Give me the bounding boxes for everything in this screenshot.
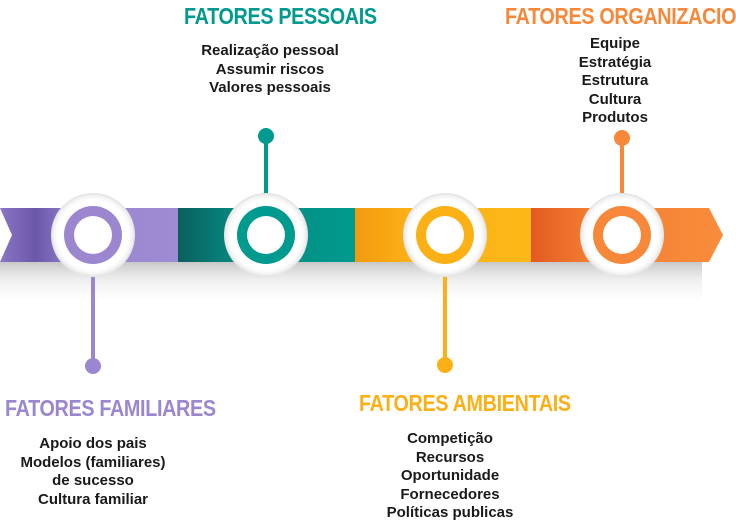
list-item: Fornecedores [400,485,500,503]
list-fatores-ambientais: Competição Recursos Oportunidade Fornece… [358,430,542,523]
list-item: Modelos (familiares) [20,453,166,471]
node-familiares [51,193,135,277]
list-fatores-familiares: Apoio dos pais Modelos (familiares) de s… [2,435,184,509]
list-item: Oportunidade [400,467,500,484]
node-pessoais [224,193,308,277]
list-item: Realização pessoal [201,42,339,59]
connector-dot-ambientais [437,357,453,373]
list-item: Políticas publicas [386,504,514,521]
list-item: Valores pessoais [209,79,331,96]
connector-dot-organizacionais [614,130,630,146]
title-fatores-organizacionais: FATORES ORGANIZACIONAIS [505,3,736,29]
list-item: Apoio dos pais [39,435,147,452]
node-organizacionais [580,193,664,277]
title-fatores-familiares: FATORES FAMILIARES [5,395,216,421]
list-item: Cultura [588,90,642,108]
title-fatores-ambientais: FATORES AMBIENTAIS [359,390,571,416]
list-item: Estratégia [578,53,652,71]
list-item: de sucesso [52,472,134,489]
list-item: Competição [407,430,493,447]
connector-dot-pessoais [258,128,274,144]
list-item: Equipe [589,35,640,52]
connector-dot-familiares [85,358,101,374]
list-item: Estrutura [581,72,649,89]
list-item: Assumir riscos [215,60,325,78]
bar-shadow [0,262,702,308]
title-fatores-pessoais: FATORES PESSOAIS [184,3,377,29]
node-ambientais [403,193,487,277]
list-item: Recursos [415,448,485,466]
list-fatores-pessoais: Realização pessoal Assumir riscos Valore… [170,42,370,98]
list-item: Cultura familiar [37,490,149,508]
list-item: Produtos [582,109,648,126]
list-fatores-organizacionais: Equipe Estratégia Estrutura Cultura Prod… [530,35,700,128]
